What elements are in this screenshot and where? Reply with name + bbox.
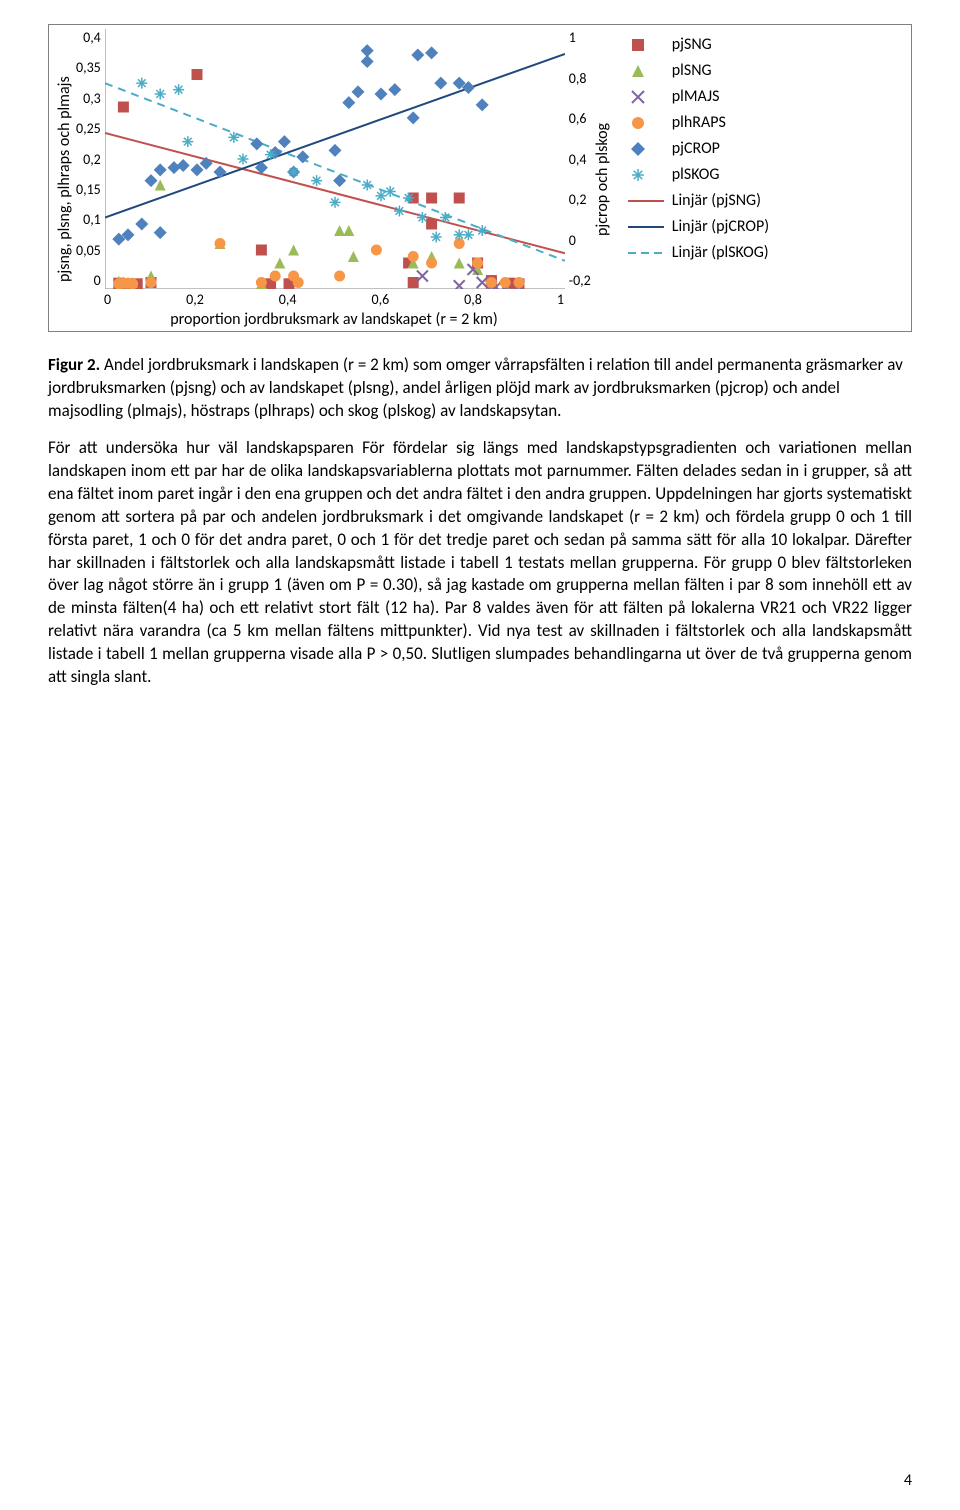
legend-item: pjCROP: [628, 139, 769, 158]
legend-item: pjSNG: [628, 35, 769, 54]
y1-ticks: 0,40,350,30,250,20,150,10,050: [76, 29, 105, 289]
legend-label: Linjär (pjCROP): [672, 217, 769, 236]
legend-label: plSNG: [672, 61, 712, 80]
y1-axis-label: pjsng, plsng, plhraps och plmajs: [53, 29, 76, 329]
caption-bold: Figur 2.: [48, 354, 100, 375]
legend-item: Linjär (pjSNG): [628, 191, 769, 210]
legend-item: plhRAPS: [628, 113, 769, 132]
legend-label: pjCROP: [672, 139, 720, 158]
chart-frame: pjsng, plsng, plhraps och plmajs 0,40,35…: [48, 24, 912, 332]
legend-item: plSKOG: [628, 165, 769, 184]
legend-item: Linjär (plSKOG): [628, 243, 769, 262]
legend: pjSNG plSNG plMAJS plhRAPS pjCROP plSKOG Linjä…: [614, 29, 773, 329]
legend-label: plhRAPS: [672, 113, 726, 132]
legend-label: Linjär (pjSNG): [672, 191, 761, 210]
page-number: 4: [904, 1471, 912, 1490]
legend-label: pjSNG: [672, 35, 712, 54]
legend-item: Linjär (pjCROP): [628, 217, 769, 236]
body-paragraph: För att undersöka hur väl landskapsparen…: [48, 437, 912, 689]
plot-area: [105, 29, 565, 289]
caption-text: Andel jordbruksmark i landskapen (r = 2 …: [48, 354, 903, 421]
legend-label: Linjär (plSKOG): [672, 243, 769, 262]
figure-caption: Figur 2. Andel jordbruksmark i landskape…: [48, 354, 912, 423]
legend-label: plMAJS: [672, 87, 720, 106]
y2-ticks: 10,80,60,40,20-0,2: [565, 29, 591, 289]
legend-item: plMAJS: [628, 87, 769, 106]
y2-axis-label: pjcrop och plskog: [591, 29, 614, 329]
legend-label: plSKOG: [672, 165, 720, 184]
legend-item: plSNG: [628, 61, 769, 80]
body-text: För att undersöka hur väl landskapsparen…: [48, 437, 912, 689]
x-ticks: 00,20,40,60,81: [104, 289, 564, 308]
x-axis-label: proportion jordbruksmark av landskapet (…: [104, 310, 564, 329]
